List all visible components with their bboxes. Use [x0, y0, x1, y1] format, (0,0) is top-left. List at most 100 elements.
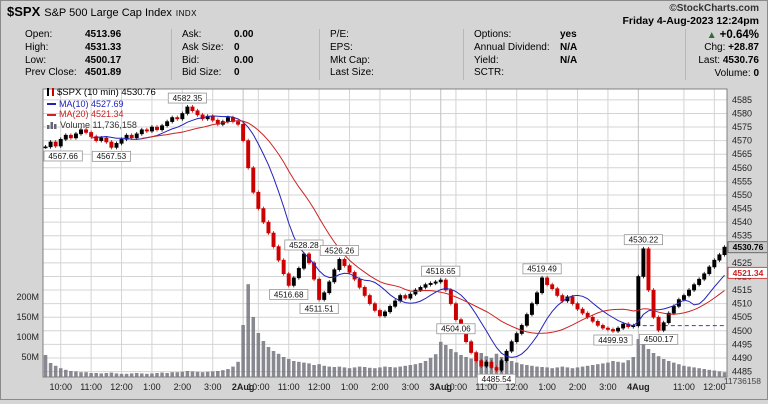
- quote-row: High: 4531.33: [25, 41, 122, 53]
- svg-text:2:00: 2:00: [569, 382, 587, 392]
- percent-change-value: +0.64%: [719, 29, 759, 41]
- svg-text:4510: 4510: [732, 299, 752, 309]
- quote-row: Mkt Cap:: [330, 54, 371, 66]
- ma10-line: [91, 115, 725, 358]
- svg-text:4560: 4560: [732, 163, 752, 173]
- price-annotations: 4567.66 4567.53 4582.35 4516.68 4528.28 4511.…: [43, 92, 679, 385]
- plot-background: [43, 89, 727, 377]
- svg-text:3:00: 3:00: [402, 382, 420, 392]
- svg-text:10:00: 10:00: [247, 382, 270, 392]
- y-axis-labels: 4485449044954500450545104515452045254530…: [732, 95, 752, 377]
- svg-text:4511.51: 4511.51: [305, 304, 334, 313]
- volume-axis-labels: 200M 150M 100M 50M: [16, 292, 39, 362]
- svg-text:4499.93: 4499.93: [598, 336, 628, 345]
- ma20-line: [141, 120, 725, 334]
- svg-text:4515: 4515: [732, 285, 752, 295]
- svg-text:4516.68: 4516.68: [274, 290, 304, 299]
- quote-column-prices: Open: 4513.96 High: 4531.33 Low: 4500.17 Pr…: [25, 29, 171, 80]
- quote-row: P/E:: [330, 29, 349, 40]
- svg-text:4528.28: 4528.28: [289, 241, 319, 250]
- up-arrow-icon: ▲: [706, 30, 717, 41]
- svg-text:12:00: 12:00: [505, 382, 528, 392]
- svg-text:2:00: 2:00: [371, 382, 389, 392]
- svg-text:4567.53: 4567.53: [97, 152, 127, 161]
- svg-text:11:00: 11:00: [475, 382, 497, 392]
- svg-text:4582.35: 4582.35: [173, 94, 203, 103]
- svg-text:3:00: 3:00: [204, 382, 222, 392]
- svg-text:4526.26: 4526.26: [325, 246, 355, 255]
- quote-row: Yield: N/A: [474, 54, 578, 66]
- svg-text:4500: 4500: [732, 326, 752, 336]
- svg-text:4525: 4525: [732, 258, 752, 268]
- svg-text:10:00: 10:00: [49, 382, 72, 392]
- quote-row: Bid Size: 0: [182, 67, 240, 79]
- svg-text:11:00: 11:00: [80, 382, 102, 392]
- svg-text:4585: 4585: [732, 95, 752, 105]
- quote-row: Bid: 0.00: [182, 54, 254, 66]
- svg-text:2:00: 2:00: [174, 382, 192, 392]
- svg-text:4518.65: 4518.65: [426, 267, 456, 276]
- svg-text:4567.66: 4567.66: [48, 152, 78, 161]
- plot-frame: [42, 88, 728, 378]
- svg-text:4580: 4580: [732, 108, 752, 118]
- datetime: Friday 4-Aug-2023 12:24pm: [622, 15, 759, 27]
- svg-text:1:00: 1:00: [143, 382, 161, 392]
- svg-text:4550: 4550: [732, 190, 752, 200]
- volume-bars: [43, 284, 727, 377]
- svg-text:2Aug: 2Aug: [232, 382, 255, 392]
- footer-volume: 11736158: [724, 376, 761, 386]
- svg-text:11:00: 11:00: [673, 382, 695, 392]
- quote-row: Annual Dividend: N/A: [474, 41, 578, 53]
- svg-text:12:00: 12:00: [308, 382, 331, 392]
- svg-text:4570: 4570: [732, 136, 752, 146]
- change-panel: ▲ +0.64% Chg: +28.87 Last: 4530.76 Volume…: [685, 29, 759, 81]
- svg-text:100M: 100M: [16, 332, 39, 342]
- quote-column-bid-ask: Ask: 0.00 Ask Size: 0 Bid: 0.00 Bid Size: 0: [171, 29, 319, 81]
- svg-text:4500.17: 4500.17: [644, 335, 674, 344]
- quote-row: Low: 4500.17: [25, 54, 122, 66]
- svg-text:4530.22: 4530.22: [629, 236, 659, 245]
- quote-row: Last Size:: [330, 67, 374, 79]
- change-row: Chg: +28.87: [704, 42, 759, 53]
- svg-text:4535: 4535: [732, 231, 752, 241]
- chart-area: 4567.66 4567.53 4582.35 4516.68 4528.28 4511.…: [1, 85, 768, 399]
- instrument-title: $SPX S&P 500 Large Cap Index INDX: [7, 3, 197, 27]
- quote-header: $SPX S&P 500 Large Cap Index INDX ©StockCh…: [1, 1, 767, 85]
- header-right: ©StockCharts.com Friday 4-Aug-2023 12:24…: [622, 3, 759, 27]
- svg-text:4495: 4495: [732, 339, 752, 349]
- quote-row: SCTR:: [474, 67, 504, 79]
- svg-text:4565: 4565: [732, 149, 752, 159]
- svg-text:4Aug: 4Aug: [627, 382, 650, 392]
- quote-row: Prev Close: 4501.89: [25, 67, 122, 79]
- svg-text:11736158: 11736158: [724, 376, 761, 386]
- svg-text:4490: 4490: [732, 353, 752, 363]
- svg-text:200M: 200M: [16, 292, 39, 302]
- quote-column-fundamentals: P/E: EPS: Mkt Cap: Last Size:: [319, 29, 463, 81]
- svg-text:11:00: 11:00: [278, 382, 300, 392]
- price-chart: 4567.66 4567.53 4582.35 4516.68 4528.28 4511.…: [16, 88, 768, 392]
- svg-text:4540: 4540: [732, 217, 752, 227]
- svg-text:50M: 50M: [21, 352, 39, 362]
- svg-text:4485: 4485: [732, 367, 752, 377]
- instrument-name: S&P 500 Large Cap Index: [44, 7, 172, 19]
- svg-text:4545: 4545: [732, 204, 752, 214]
- percent-change: ▲ +0.64%: [698, 29, 759, 42]
- svg-text:3:00: 3:00: [599, 382, 617, 392]
- quote-row: Ask: 0.00: [182, 29, 254, 40]
- svg-text:4521.34: 4521.34: [733, 268, 764, 278]
- svg-text:1:00: 1:00: [538, 382, 556, 392]
- svg-text:4505: 4505: [732, 312, 752, 322]
- svg-text:4519.49: 4519.49: [527, 265, 557, 274]
- quote-row: EPS:: [330, 41, 353, 53]
- svg-text:4530.76: 4530.76: [733, 242, 764, 252]
- svg-text:1:00: 1:00: [341, 382, 359, 392]
- svg-text:150M: 150M: [16, 312, 39, 322]
- svg-text:4485.54: 4485.54: [482, 375, 512, 384]
- change-row: Volume: 0: [714, 67, 759, 79]
- quote-column-misc: Options: yes Annual Dividend: N/A Yield: N/…: [463, 29, 649, 81]
- svg-text:12:00: 12:00: [110, 382, 133, 392]
- last-price-tags: 4530.76 4521.34: [727, 241, 768, 279]
- svg-text:4555: 4555: [732, 176, 752, 186]
